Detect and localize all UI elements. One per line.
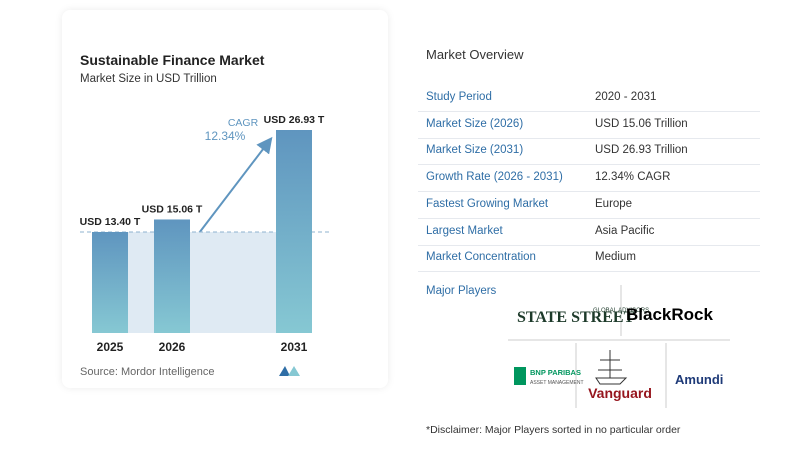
row-label: Market Size (2031) xyxy=(426,144,524,157)
bar xyxy=(276,130,312,333)
overview-row: Study Period 2020 - 2031 xyxy=(418,84,760,112)
overview-row: Market Concentration Medium xyxy=(418,244,760,273)
overview-row: Largest Market Asia Pacific xyxy=(418,218,760,246)
overview-row: Market Size (2031) USD 26.93 Trillion xyxy=(418,137,760,166)
row-value: USD 26.93 Trillion xyxy=(595,144,688,157)
bar xyxy=(154,219,190,333)
baseline-band xyxy=(128,231,276,333)
row-value: Medium xyxy=(595,251,636,264)
logo-vanguard: Vanguard xyxy=(588,385,652,401)
cagr-arrow xyxy=(195,136,273,238)
x-tick-label: 2031 xyxy=(281,340,308,354)
logo-statestreet-sub: GLOBAL ADVISORS xyxy=(593,308,649,314)
overview-title: Market Overview xyxy=(426,47,524,62)
source-logo xyxy=(279,366,300,376)
row-label: Market Concentration xyxy=(426,251,536,264)
row-value: Europe xyxy=(595,197,633,210)
row-value: 12.34% CAGR xyxy=(595,171,671,184)
players-title: Major Players xyxy=(426,285,497,297)
row-label: Market Size (2026) xyxy=(426,117,524,130)
chart-subtitle: Market Size in USD Trillion xyxy=(80,73,217,85)
row-label: Growth Rate (2026 - 2031) xyxy=(426,171,563,184)
value-label: USD 15.06 T xyxy=(142,203,203,215)
value-label: USD 13.40 T xyxy=(80,216,141,228)
row-value: 2020 - 2031 xyxy=(595,91,657,103)
logo-amundi: Amundi xyxy=(675,372,723,387)
row-label: Fastest Growing Market xyxy=(426,197,549,210)
bar xyxy=(92,231,128,333)
value-label: USD 26.93 T xyxy=(264,114,325,126)
logo-vanguard-ship xyxy=(595,350,628,385)
logo-blackrock: BlackRock xyxy=(626,305,713,324)
x-tick-label: 2026 xyxy=(159,340,186,354)
row-value: USD 15.06 Trillion xyxy=(595,117,688,130)
logo-statestreet: STATE STREET xyxy=(517,309,635,326)
overview-row: Market Size (2026) USD 15.06 Trillion xyxy=(418,111,760,139)
overview-row: Growth Rate (2026 - 2031) 12.34% CAGR xyxy=(418,164,760,193)
row-label: Largest Market xyxy=(426,224,503,237)
overview-row: Fastest Growing Market Europe xyxy=(418,191,760,219)
logo-bnp-sub: ASSET MANAGEMENT xyxy=(530,380,584,386)
cagr-label: CAGR xyxy=(228,117,259,129)
logo-bnp-mark xyxy=(514,367,526,385)
disclaimer: *Disclaimer: Major Players sorted in no … xyxy=(426,424,681,436)
chart-title: Sustainable Finance Market xyxy=(80,52,265,68)
cagr-value: 12.34% xyxy=(205,129,246,143)
row-value: Asia Pacific xyxy=(595,224,655,237)
source: Source: Mordor Intelligence xyxy=(80,366,215,378)
x-tick-label: 2025 xyxy=(97,340,124,354)
row-label: Study Period xyxy=(426,91,492,103)
logo-bnp: BNP PARIBAS xyxy=(530,368,581,377)
logo-grid xyxy=(508,285,730,408)
